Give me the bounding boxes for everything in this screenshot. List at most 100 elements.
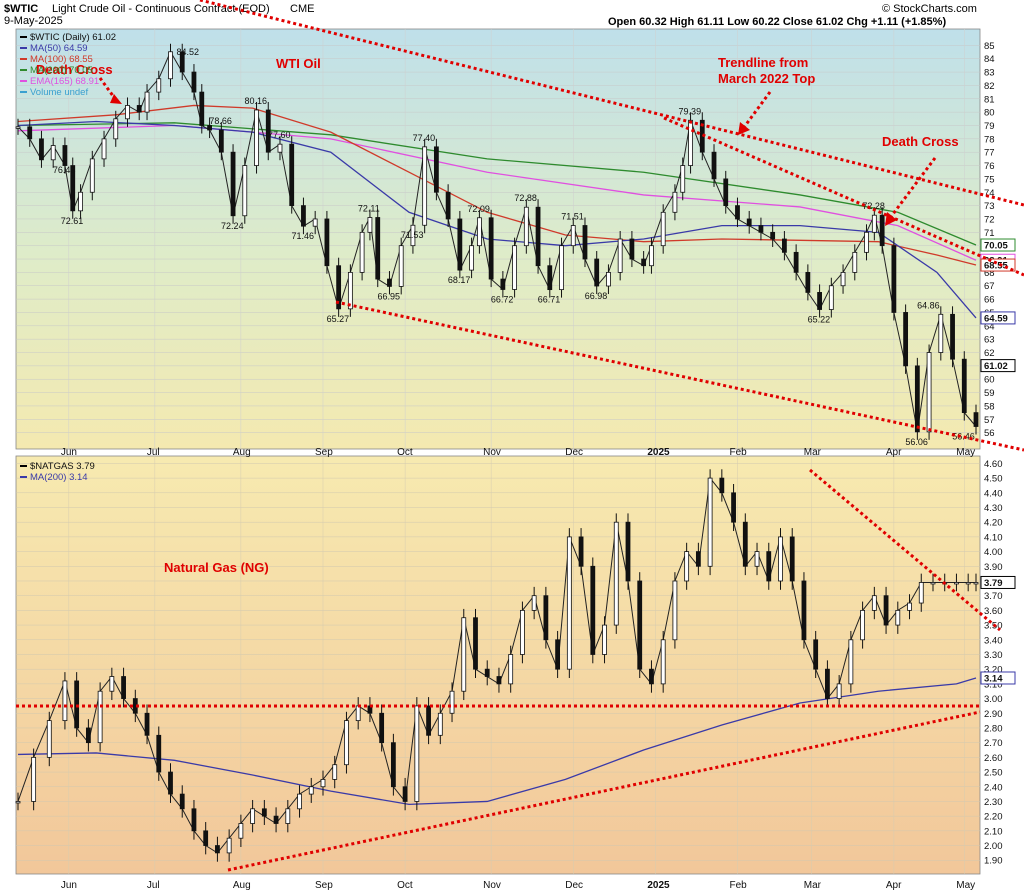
y-tick-label-bottom: 4.20: [984, 518, 1003, 529]
x-tick-label-bottom: May: [956, 880, 975, 891]
y-tick-label-top: 77: [984, 148, 995, 159]
chart-date: 9-May-2025: [4, 15, 63, 27]
wtic-price-candle: [512, 245, 517, 290]
wtic-price-candle: [852, 251, 858, 273]
value-tag: [980, 671, 1016, 685]
y-tick-label-bottom: 2.20: [984, 812, 1003, 823]
data-label: 77.40: [413, 133, 436, 143]
wtic-price-candle: [469, 245, 474, 271]
data-label: 66.72: [491, 294, 514, 304]
wtic-price-candle: [179, 51, 185, 73]
natgas-price-candle: [555, 639, 561, 670]
wtic-price-candle: [629, 238, 635, 260]
y-tick-label-top: 64: [984, 321, 995, 332]
data-label: 71.53: [401, 230, 424, 240]
y-tick-label-top: 79: [984, 121, 995, 132]
y-tick-label-top: 73: [984, 201, 995, 212]
data-label: 79.39: [679, 106, 702, 116]
wtic-price-candle: [973, 412, 979, 427]
y-tick-label-top: 63: [984, 335, 995, 346]
natgas-price-candle: [109, 676, 115, 692]
x-tick-label-bottom: Sep: [315, 880, 333, 891]
y-tick-label-top: 56: [984, 428, 995, 439]
natgas-price-candle: [168, 771, 173, 795]
data-label: 72.88: [514, 193, 537, 203]
natgas-price-candle: [31, 756, 37, 802]
x-tick-label-bottom: Aug: [233, 880, 251, 891]
arrowhead-left: [110, 94, 122, 104]
natgas-price-candle: [602, 624, 607, 655]
natgas-price-candle: [871, 595, 877, 611]
data-label: 71.46: [291, 231, 314, 241]
wtic-price-candle: [828, 285, 834, 310]
natgas-price-candle: [672, 580, 678, 641]
natgas-price-candle: [930, 582, 936, 585]
wtic-price-candle: [606, 271, 611, 287]
wtic-price-candle: [523, 206, 529, 247]
natgas-price-candle: [74, 680, 80, 729]
wtic-price-candle: [723, 178, 729, 207]
legend-label: Volume undef: [30, 87, 88, 98]
natgas-price-candle: [191, 808, 197, 832]
value-tag-label: 68.55: [984, 261, 1008, 272]
legend-label: MA(200) 3.14: [30, 472, 88, 483]
value-tag: [980, 359, 1016, 373]
natgas-price-candle: [238, 823, 244, 839]
wtic-price-candle: [961, 358, 967, 414]
natgas-price-candle: [355, 705, 361, 722]
y-tick-label-top: 66: [984, 295, 995, 306]
natgas-price-candle: [179, 793, 185, 810]
natgas-price-candle: [778, 536, 783, 582]
natgas-price-candle: [85, 727, 91, 744]
natgas-price-candle: [62, 680, 68, 722]
natgas-price-candle: [261, 808, 267, 817]
x-tick-label-bottom: Oct: [397, 880, 413, 891]
natgas-price-candle: [285, 808, 291, 824]
x-tick-label-bottom: Feb: [729, 880, 747, 891]
data-label: 72.11: [358, 203, 380, 213]
natgas-price-candle: [543, 595, 549, 641]
value-tag-label: 64.59: [984, 313, 1008, 324]
wtic-price-candle: [938, 313, 944, 353]
natgas-price-candle: [649, 668, 654, 685]
wtic-price-candle: [27, 126, 33, 140]
wtic-price-candle: [805, 271, 811, 293]
arrow-death-cross-right: [888, 157, 937, 219]
wtic-price-candle: [594, 258, 600, 287]
natgas-price-candle: [660, 639, 666, 685]
y-tick-label-bottom: 3.20: [984, 665, 1003, 676]
x-tick-label-top: Aug: [233, 447, 251, 458]
wtic-price-candle: [617, 238, 623, 273]
wtic-price-candle: [301, 205, 306, 227]
annotation-trendline-line1: Trendline from: [718, 55, 808, 70]
natgas-price-candle: [437, 712, 443, 736]
x-tick-label-top: Sep: [315, 447, 333, 458]
annotation-wti-oil: WTI Oil: [276, 56, 321, 71]
chart-description: Light Crude Oil - Continuous Contract (E…: [52, 3, 270, 15]
y-tick-label-bottom: 2.40: [984, 782, 1003, 793]
wtic-price-candle: [903, 312, 909, 367]
wtic-price-candle: [688, 119, 693, 166]
natgas-price-candle: [719, 477, 725, 494]
y-tick-label-bottom: 3.40: [984, 635, 1003, 646]
wtic-price-candle: [477, 217, 482, 247]
y-tick-label-top: 82: [984, 81, 995, 92]
natgas-price-candle: [473, 617, 478, 670]
x-tick-label-bottom: Mar: [804, 880, 822, 891]
wtic-price-candle: [457, 218, 463, 271]
legend-label: $WTIC (Daily) 61.02: [30, 32, 116, 43]
wtic-price-candle: [70, 165, 76, 212]
wtic-price-candle: [254, 109, 259, 166]
x-tick-label-top: Jul: [147, 447, 160, 458]
wtic-price-candle: [914, 365, 920, 433]
natgas-price-candle: [367, 705, 373, 714]
y-tick-label-top: 78: [984, 134, 995, 145]
natgas-price-candle: [531, 595, 537, 611]
legend-label: $NATGAS 3.79: [30, 461, 95, 472]
y-tick-label-top: 67: [984, 281, 995, 292]
wtic-price-candle: [277, 143, 283, 153]
wtic-price-candle: [660, 211, 666, 247]
chart-exchange: CME: [290, 3, 314, 15]
